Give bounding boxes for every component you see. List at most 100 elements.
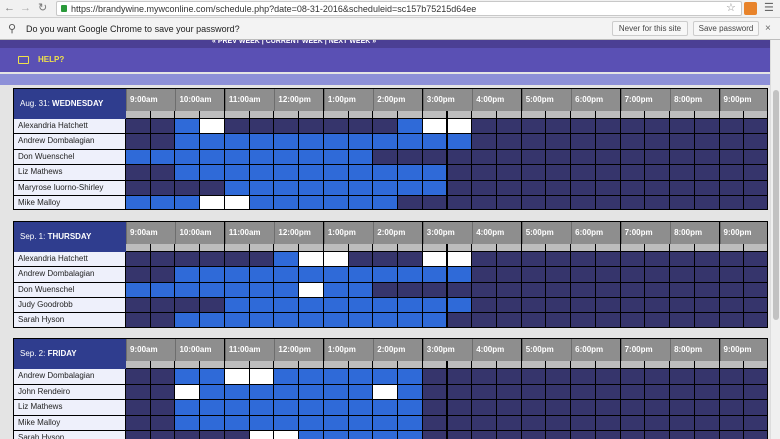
slot[interactable] [299, 415, 323, 430]
slot[interactable] [373, 415, 398, 430]
slot[interactable] [323, 165, 348, 180]
slot[interactable] [274, 134, 299, 149]
slot[interactable] [274, 180, 299, 195]
slot[interactable] [249, 267, 274, 282]
slot[interactable] [249, 165, 274, 180]
slot[interactable] [398, 369, 422, 384]
slot[interactable] [373, 298, 398, 313]
slot[interactable] [274, 165, 299, 180]
slot[interactable] [299, 180, 323, 195]
slot[interactable] [274, 415, 299, 430]
slot[interactable] [175, 369, 200, 384]
scroll-thumb[interactable] [773, 90, 779, 320]
never-button[interactable]: Never for this site [612, 21, 688, 36]
slot[interactable] [323, 384, 348, 400]
slot[interactable] [323, 415, 348, 430]
slot[interactable] [224, 165, 249, 180]
slot[interactable] [299, 400, 323, 415]
slot[interactable] [224, 415, 249, 430]
slot[interactable] [422, 134, 447, 149]
slot[interactable] [299, 267, 323, 282]
slot[interactable] [299, 149, 323, 165]
slot[interactable] [398, 384, 422, 400]
slot[interactable] [249, 313, 274, 327]
slot[interactable] [150, 149, 175, 165]
slot[interactable] [348, 400, 373, 415]
slot[interactable] [348, 165, 373, 180]
back-button[interactable]: ← [4, 2, 15, 14]
slot[interactable] [422, 298, 447, 313]
slot[interactable] [175, 149, 200, 165]
slot[interactable] [398, 415, 422, 430]
slot[interactable] [249, 384, 274, 400]
slot[interactable] [398, 180, 422, 195]
slot[interactable] [200, 165, 224, 180]
slot[interactable] [200, 313, 224, 327]
save-button[interactable]: Save password [693, 21, 759, 36]
slot[interactable] [348, 313, 373, 327]
slot[interactable] [175, 196, 200, 210]
slot[interactable] [175, 400, 200, 415]
slot[interactable] [274, 196, 299, 210]
slot[interactable] [274, 282, 299, 298]
slot[interactable] [323, 134, 348, 149]
slot[interactable] [175, 282, 200, 298]
slot[interactable] [348, 134, 373, 149]
slot[interactable] [175, 267, 200, 282]
slot[interactable] [323, 400, 348, 415]
slot[interactable] [348, 415, 373, 430]
slot[interactable] [398, 313, 422, 327]
help-link[interactable]: HELP? [38, 55, 65, 64]
reload-button[interactable]: ↻ [38, 2, 48, 14]
slot[interactable] [224, 134, 249, 149]
slot[interactable] [348, 384, 373, 400]
slot[interactable] [224, 313, 249, 327]
slot[interactable] [323, 298, 348, 313]
slot[interactable] [348, 149, 373, 165]
slot[interactable] [224, 384, 249, 400]
slot[interactable] [447, 267, 472, 282]
slot[interactable] [224, 180, 249, 195]
slot[interactable] [422, 180, 447, 195]
slot[interactable] [274, 369, 299, 384]
slot[interactable] [150, 196, 175, 210]
slot[interactable] [373, 430, 398, 439]
slot[interactable] [422, 165, 447, 180]
slot[interactable] [323, 313, 348, 327]
slot[interactable] [249, 298, 274, 313]
slot[interactable] [323, 369, 348, 384]
slot[interactable] [274, 400, 299, 415]
slot[interactable] [323, 430, 348, 439]
slot[interactable] [299, 165, 323, 180]
slot[interactable] [398, 119, 422, 134]
slot[interactable] [348, 369, 373, 384]
slot[interactable] [323, 180, 348, 195]
slot[interactable] [224, 149, 249, 165]
slot[interactable] [274, 267, 299, 282]
slot[interactable] [126, 196, 150, 210]
slot[interactable] [150, 282, 175, 298]
slot[interactable] [224, 267, 249, 282]
slot[interactable] [323, 267, 348, 282]
slot[interactable] [447, 134, 472, 149]
slot[interactable] [200, 282, 224, 298]
slot[interactable] [299, 384, 323, 400]
slot[interactable] [323, 149, 348, 165]
slot[interactable] [200, 400, 224, 415]
slot[interactable] [348, 298, 373, 313]
slot[interactable] [175, 134, 200, 149]
forward-button[interactable]: → [20, 2, 31, 14]
slot[interactable] [373, 400, 398, 415]
slot[interactable] [175, 119, 200, 134]
slot[interactable] [274, 298, 299, 313]
slot[interactable] [348, 430, 373, 439]
slot[interactable] [299, 196, 323, 210]
close-button[interactable]: × [765, 23, 771, 34]
slot[interactable] [224, 298, 249, 313]
slot[interactable] [398, 134, 422, 149]
slot[interactable] [299, 313, 323, 327]
slot[interactable] [373, 267, 398, 282]
slot[interactable] [274, 384, 299, 400]
slot[interactable] [447, 298, 472, 313]
slot[interactable] [200, 134, 224, 149]
